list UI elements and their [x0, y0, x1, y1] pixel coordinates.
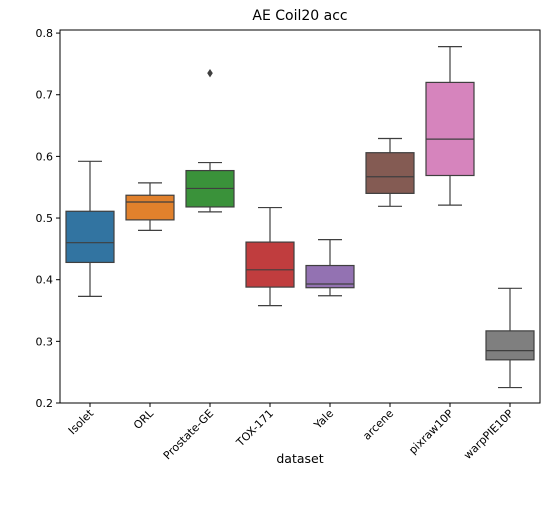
- y-tick-label: 0.4: [36, 274, 54, 287]
- box-Isolet: [65, 210, 115, 264]
- plot-frame: [59, 29, 541, 404]
- y-tick-label: 0.3: [36, 335, 54, 348]
- x-tick-label: Isolet: [66, 406, 97, 437]
- box-group-arcene: [365, 137, 415, 207]
- y-tick-label: 0.5: [36, 212, 54, 225]
- x-tick-label: arcene: [360, 407, 396, 443]
- box-group-pixraw10P: [425, 46, 475, 206]
- box-group-Yale: [305, 239, 355, 297]
- x-tick-label: Prostate-GE: [161, 407, 216, 462]
- y-tick-label: 0.6: [36, 150, 54, 163]
- x-tick-label: warpPIE10P: [461, 407, 516, 462]
- x-tick-label: pixraw10P: [406, 407, 456, 457]
- box-TOX-171: [245, 241, 295, 288]
- chart-title: AE Coil20 acc: [252, 8, 347, 24]
- x-tick-label: ORL: [131, 406, 157, 432]
- box-group-ORL: [125, 182, 175, 231]
- outlier-point: [207, 68, 213, 78]
- y-tick-label: 0.2: [36, 397, 54, 410]
- box-group-Isolet: [65, 160, 115, 297]
- x-tick-label: Yale: [311, 407, 336, 432]
- plot-area: [65, 46, 535, 389]
- box-group-TOX-171: [245, 206, 295, 307]
- box-group-Prostate-GE: [185, 68, 235, 213]
- box-pixraw10P: [425, 81, 475, 177]
- box-ORL: [125, 194, 175, 221]
- x-tick-label: TOX-171: [233, 407, 276, 450]
- box-group-warpPIE10P: [485, 287, 535, 389]
- box-Yale: [305, 264, 355, 289]
- y-tick-label: 0.8: [36, 27, 54, 40]
- box-arcene: [365, 152, 415, 194]
- x-axis-label: dataset: [276, 451, 323, 466]
- box-warpPIE10P: [485, 330, 535, 361]
- y-tick-label: 0.7: [36, 89, 54, 102]
